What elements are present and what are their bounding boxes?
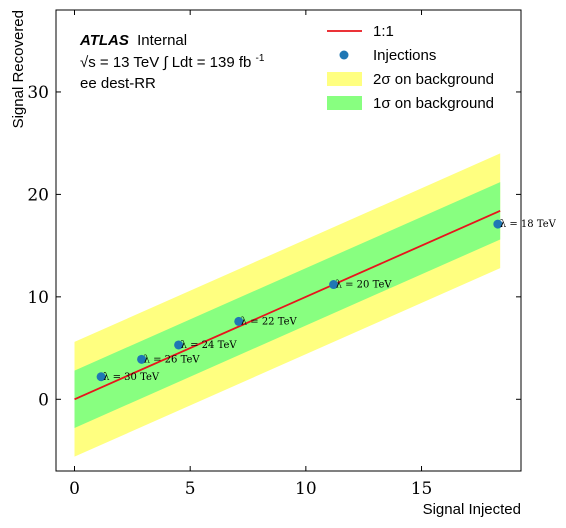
injection-point-5 xyxy=(493,219,503,229)
y-tick-label: 10 xyxy=(27,288,49,308)
legend-swatch-band xyxy=(327,96,362,110)
legend-item-3: 1σ on background xyxy=(327,95,494,112)
y-tick-label: 30 xyxy=(27,83,49,103)
legend-swatch-point xyxy=(339,50,349,60)
injection-label-0: λ = 30 TeV xyxy=(103,372,160,383)
injection-labels: λ = 30 TeV λ = 26 TeV λ = 24 TeV λ = 22 TeV… xyxy=(103,219,557,383)
svg-text:√s = 13 TeV ∫ Ldt = 139 fb: √s = 13 TeV ∫ Ldt = 139 fb -1 xyxy=(80,53,265,71)
legend-label: 2σ on background xyxy=(373,71,494,88)
legend-item-0: 1:1 xyxy=(327,23,394,40)
plot-frame xyxy=(55,9,522,472)
injection-points xyxy=(96,219,503,382)
x-tick-label: 15 xyxy=(411,479,433,499)
energy-lumi-label: √s = 13 TeV ∫ Ldt = 139 fb xyxy=(80,54,251,71)
lumi-superscript: -1 xyxy=(256,53,265,64)
line-1-to-1 xyxy=(74,209,501,401)
legend-label: 1:1 xyxy=(373,23,394,40)
y-axis-label: Signal Recovered xyxy=(10,10,27,128)
x-tick-label: 5 xyxy=(185,479,196,499)
injection-point-3 xyxy=(234,316,244,326)
svg-text:ATLAS Internal: ATLAS Internal xyxy=(79,32,187,49)
injection-label-5: λ = 18 TeV xyxy=(500,219,557,230)
x-tick-label: 0 xyxy=(69,479,80,499)
legend: 1:1 Injections 2σ on background 1σ on backg… xyxy=(327,23,494,112)
injection-point-1 xyxy=(137,354,147,364)
injection-label-4: λ = 20 TeV xyxy=(336,280,393,291)
legend-label: Injections xyxy=(373,47,436,64)
reference-lines xyxy=(74,209,501,401)
legend-swatch-band xyxy=(327,72,362,86)
injection-label-1: λ = 26 TeV xyxy=(144,354,201,365)
status-label: Internal xyxy=(137,32,187,49)
y-tick-label: 0 xyxy=(38,390,49,410)
legend-item-1: Injections xyxy=(339,47,436,64)
x-tick-label: 10 xyxy=(295,479,317,499)
x-axis-label: Signal Injected xyxy=(423,501,521,518)
channel-label: ee dest-RR xyxy=(80,75,156,92)
plot-annotation: ATLAS Internal √s = 13 TeV ∫ Ldt = 139 f… xyxy=(79,32,265,92)
injection-label-2: λ = 24 TeV xyxy=(181,340,238,351)
injection-point-2 xyxy=(174,340,184,350)
y-tick-label: 20 xyxy=(27,185,49,205)
legend-label: 1σ on background xyxy=(373,95,494,112)
legend-item-2: 2σ on background xyxy=(327,71,494,88)
injection-point-4 xyxy=(329,280,339,290)
injection-label-3: λ = 22 TeV xyxy=(241,316,298,327)
atlas-label: ATLAS xyxy=(79,32,129,49)
injection-point-0 xyxy=(96,372,106,382)
axis-ticks: 0 5 10 15 0 10 20 30 xyxy=(27,10,521,499)
